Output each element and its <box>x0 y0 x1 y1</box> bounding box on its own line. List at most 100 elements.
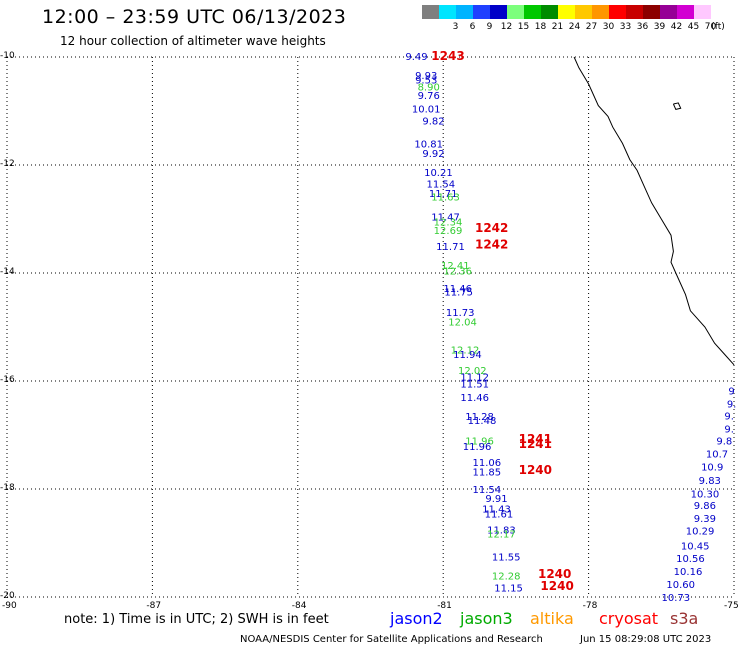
footer-timestamp: Jun 15 08:29:08 UTC 2023 <box>580 634 712 645</box>
wave-height-label: 11.55 <box>492 553 521 564</box>
lon-tick-label: -78 <box>582 601 598 611</box>
lat-tick-label: -10 <box>0 51 15 61</box>
scale-label: 15 <box>517 22 530 32</box>
legend-jason2: jason2 <box>390 609 443 628</box>
legend-s3a: s3a <box>670 609 699 628</box>
pass-number-label: 1243 <box>431 49 464 63</box>
pass-number-label: 1241 <box>519 432 552 446</box>
scale-label: 27 <box>585 22 598 32</box>
wave-height-label: 10.60 <box>666 580 695 591</box>
wave-height-label: 12.34 <box>434 218 463 229</box>
pass-number-label: 1241 <box>519 437 552 451</box>
scale-label: 30 <box>602 22 615 32</box>
wave-height-label: 11.43 <box>482 504 511 515</box>
wave-height-label: 10.9 <box>701 462 723 473</box>
wave-height-label: 9.93 <box>415 71 437 82</box>
wave-height-label: 12.17 <box>487 529 516 540</box>
wave-height-label: 9.49 <box>405 52 427 63</box>
footer-note: note: 1) Time is in UTC; 2) SWH is in fe… <box>64 612 329 627</box>
legend-cryosat: cryosat <box>599 609 659 628</box>
scale-swatch <box>422 5 439 19</box>
wave-height-label: 10.81 <box>414 139 443 150</box>
scale-unit: (ft) <box>711 22 725 32</box>
pass-number-label: 1240 <box>540 579 573 593</box>
scale-swatch <box>558 5 575 19</box>
wave-height-label: 9.39 <box>694 514 716 525</box>
scale-label: 12 <box>500 22 513 32</box>
wave-height-label: 9.92 <box>422 149 444 160</box>
wave-height-label: 10.21 <box>424 168 453 179</box>
wave-height-label: 11.46 <box>443 284 472 295</box>
scale-swatch <box>439 5 456 19</box>
wave-height-label: 11.73 <box>446 308 475 319</box>
lat-tick-label: -18 <box>0 483 15 493</box>
wave-height-label: 10.01 <box>412 104 441 115</box>
peru-coastline <box>573 56 735 366</box>
wave-height-label: 9. <box>724 425 734 436</box>
scale-swatch <box>660 5 677 19</box>
wave-height-label: 9.83 <box>699 476 721 487</box>
wave-height-label: 11.15 <box>494 583 523 594</box>
lat-tick-label: -12 <box>0 159 15 169</box>
scale-swatch <box>456 5 473 19</box>
scale-label: 3 <box>452 22 459 32</box>
scale-swatch <box>541 5 558 19</box>
wave-height-label: 9. <box>727 400 737 411</box>
wave-height-label: 9.76 <box>418 91 440 102</box>
wave-height-label: 11.71 <box>429 189 458 200</box>
wave-height-label: 9.91 <box>485 494 507 505</box>
footer-credit: NOAA/NESDIS Center for Satellite Applica… <box>240 634 543 645</box>
coastline <box>573 56 735 366</box>
lon-tick-label: -84 <box>291 601 307 611</box>
wave-height-label: 10.29 <box>686 527 715 538</box>
island-outline <box>672 102 682 110</box>
map-title: 12:00 – 23:59 UTC 06/13/2023 <box>42 6 347 28</box>
wave-height-label: 10.30 <box>691 489 720 500</box>
wave-height-label: 11.47 <box>431 212 460 223</box>
map-subtitle: 12 hour collection of altimeter wave hei… <box>60 34 326 48</box>
pass-number-label: 1240 <box>519 463 552 477</box>
scale-swatch <box>490 5 507 19</box>
lon-tick-label: -90 <box>2 601 17 611</box>
wave-height-label: 12.28 <box>492 571 521 582</box>
scale-swatch <box>643 5 660 19</box>
scale-label: 45 <box>687 22 700 32</box>
scale-swatch <box>524 5 541 19</box>
scale-swatch <box>575 5 592 19</box>
scale-swatch <box>677 5 694 19</box>
lon-tick-label: -87 <box>146 601 162 611</box>
pass-number-label: 1242 <box>475 237 508 251</box>
wave-height-label: 11.83 <box>487 526 516 537</box>
scale-label: 18 <box>534 22 547 32</box>
scale-swatch <box>609 5 626 19</box>
wave-height-label: 11.96 <box>463 442 492 453</box>
scale-label: 33 <box>619 22 632 32</box>
scale-label: 9 <box>486 22 493 32</box>
lat-tick-label: -16 <box>0 375 15 385</box>
wave-height-label: 11.96 <box>465 436 494 447</box>
scale-label: 21 <box>551 22 564 32</box>
scale-swatch <box>592 5 609 19</box>
wave-height-label: 11.06 <box>472 458 501 469</box>
wave-height-label: 11.85 <box>472 468 501 479</box>
legend-jason3: jason3 <box>460 609 513 628</box>
pass-number-label: 1240 <box>538 567 571 581</box>
wave-height-label: 11.75 <box>444 287 473 298</box>
scale-label: 70 <box>704 22 717 32</box>
wave-height-label: 12.36 <box>443 266 472 277</box>
wave-height-label: 11.48 <box>468 416 497 427</box>
wave-height-label: 11.12 <box>460 373 489 384</box>
wave-height-label: 12.12 <box>451 346 480 357</box>
lat-tick-label: -14 <box>0 267 15 277</box>
wave-height-label: 11.54 <box>472 485 501 496</box>
wave-height-label: 12.69 <box>434 226 463 237</box>
wave-height-label: 12.02 <box>458 366 487 377</box>
wave-height-label: 10.45 <box>681 542 710 553</box>
wave-height-label: 9.82 <box>422 117 444 128</box>
scale-swatch <box>626 5 643 19</box>
legend-altika: altika <box>530 609 574 628</box>
wave-height-label: 9 <box>728 387 734 398</box>
pass-number-label: 1242 <box>475 221 508 235</box>
wave-height-label: 9.8 <box>716 436 732 447</box>
wave-height-label: 10.16 <box>674 567 703 578</box>
